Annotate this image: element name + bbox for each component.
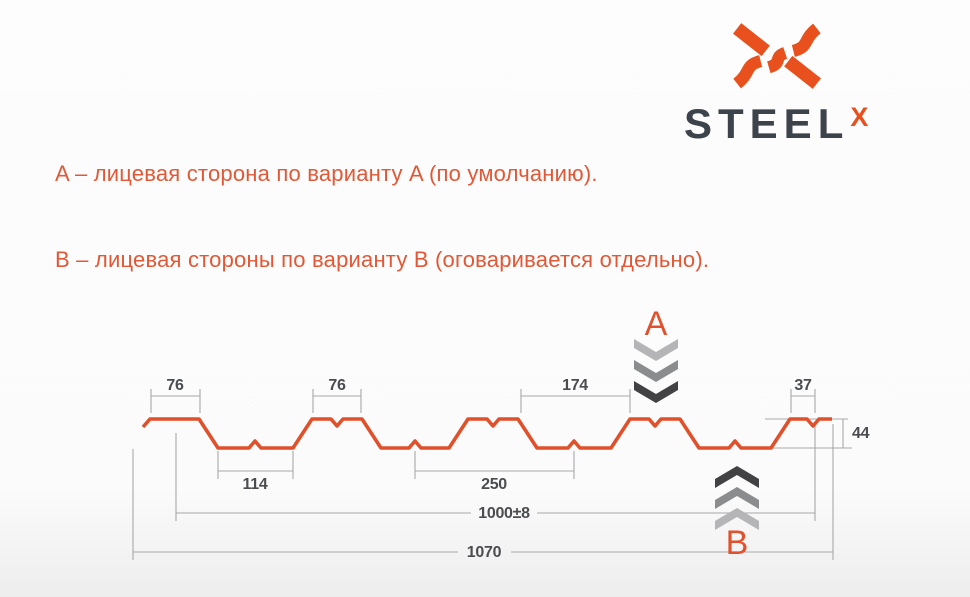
arrow-b-label: B [726, 524, 749, 562]
arrow-a-label: A [645, 305, 668, 343]
dim-174: 174 [520, 377, 631, 413]
dim-250-label: 250 [481, 476, 507, 493]
logo-wordmark: STEEL X [684, 103, 914, 145]
dim-76-right: 76 [312, 377, 362, 413]
dim-250: 250 [414, 451, 575, 493]
chevron-down-icon [634, 339, 678, 361]
dim-37-label: 37 [794, 377, 812, 394]
dim-44-label: 44 [852, 425, 870, 442]
brand-x-mark: X [850, 102, 869, 132]
dim-76-left-label: 76 [166, 377, 184, 394]
dim-1000-label: 1000±8 [478, 505, 530, 522]
chevron-down-icon [634, 381, 678, 403]
chevron-up-icon [715, 487, 759, 509]
logo: STEEL X [684, 22, 914, 145]
chevron-up-icon [715, 508, 759, 530]
dim-1070-label: 1070 [467, 544, 502, 561]
dim-174-label: 174 [562, 377, 588, 394]
sheet-profile-outline [141, 417, 832, 450]
dim-76-left: 76 [150, 377, 201, 413]
dim-37: 37 [790, 377, 816, 413]
dim-114: 114 [217, 451, 294, 493]
note-variant-a: A – лицевая сторона по варианту A (по ум… [55, 161, 598, 186]
arrow-b: B [715, 466, 759, 562]
dim-114-label: 114 [243, 476, 268, 493]
chevron-up-icon [715, 466, 759, 488]
dim-76-right-label: 76 [328, 377, 346, 394]
dim-1070: 1070 [132, 424, 834, 561]
dim-1000: 1000±8 [175, 424, 816, 522]
steelx-logo-icon [733, 23, 821, 89]
brand-name: STEEL [684, 100, 850, 147]
chevron-down-icon [634, 360, 678, 382]
note-variant-b: B – лицевая стороны по варианту B (огова… [55, 247, 710, 272]
arrow-a: A [634, 305, 678, 403]
